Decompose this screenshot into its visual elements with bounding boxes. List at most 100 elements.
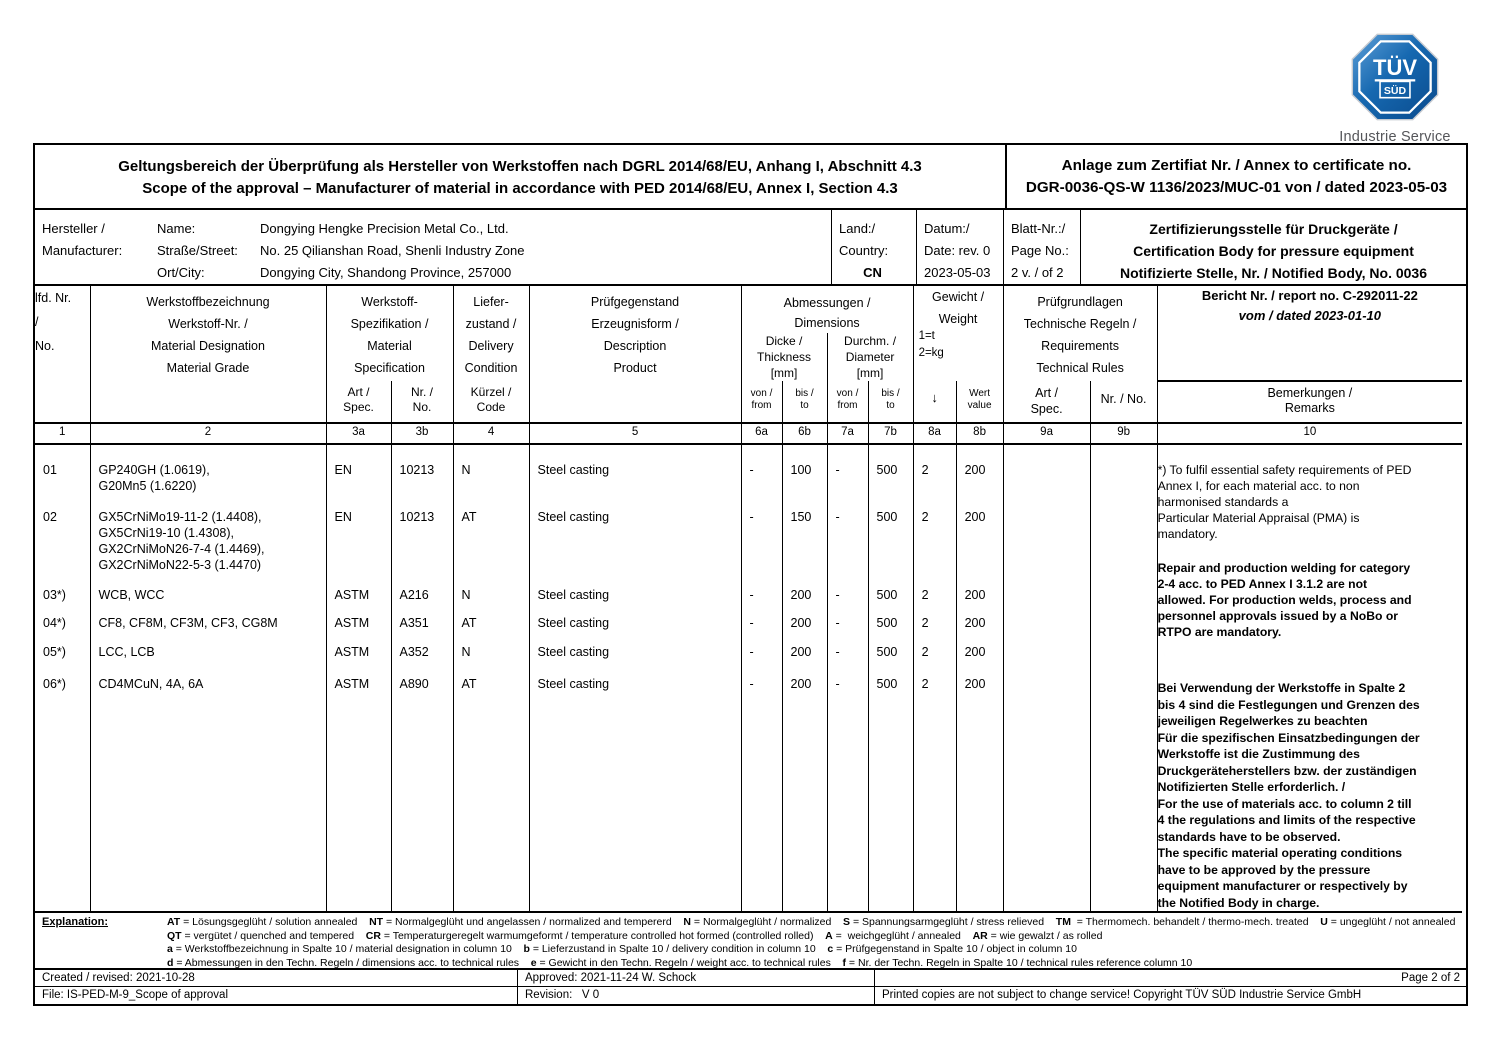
row-product: Steel casting	[537, 616, 610, 630]
row-t-to: 100	[790, 463, 812, 477]
explanation-line-4: d = Abmessungen in den Techn. Regeln / d…	[167, 956, 1193, 969]
row-condition: AT	[461, 510, 477, 524]
row-d-to: 500	[876, 588, 898, 602]
report-date: vom / dated 2023-01-10	[1238, 308, 1382, 323]
header-weight: Gewicht / Weight	[932, 290, 985, 326]
col-weight-unit: 2 2 2 2 2 2	[912, 443, 957, 913]
row-d-from: -	[835, 645, 840, 659]
row-w-unit: 2	[921, 510, 929, 524]
col-product: Steel casting Steel casting Steel castin…	[528, 443, 742, 913]
certification-body-cell: Zertifizierungsstelle für Druckgeräte / …	[1119, 221, 1428, 281]
header-weight-group: Gewicht / Weight 1=t 2=kg	[912, 285, 1004, 382]
tuv-sud-octagon-icon: TÜV SÜD	[1351, 33, 1439, 121]
field-key-street: Straße/Street:	[157, 243, 238, 258]
explanation-section: Explanation: AT = Lösungsgeglüht / solut…	[35, 913, 1466, 970]
header-weight-units: 1=t 2=kg	[918, 330, 944, 359]
column-number-row: 1 2 3a 3b 4 5 6a 6b 7a 7b 8a 8b 9a 9b 10	[34, 422, 1463, 445]
row-materials: GP240GH (1.0619), G20Mn5 (1.6220)	[98, 463, 210, 493]
col-thickness-from: - - - - - -	[740, 443, 783, 913]
date-label: Datum:/ Date: rev. 0	[924, 221, 991, 258]
logo-subtitle: Industrie Service	[1339, 129, 1451, 145]
row-product: Steel casting	[537, 677, 610, 691]
manufacturer-cell: Hersteller / Manufacturer: Name: Straße/…	[35, 210, 832, 284]
title-en: Scope of the approval – Manufacturer of …	[142, 179, 898, 197]
row-spec: ASTM	[334, 616, 370, 630]
row-d-to: 500	[876, 510, 898, 524]
row-t-from: -	[749, 510, 754, 524]
row-spec: EN	[334, 463, 352, 477]
annex-block: Anlage zum Zertifiat Nr. / Annex to cert…	[1007, 145, 1466, 208]
subheader-thickness-from: von / from	[740, 381, 783, 424]
date-value: 2023-05-03	[924, 265, 991, 280]
row-t-to: 200	[790, 645, 812, 659]
certificate-document: Geltungsbereich der Überprüfung als Hers…	[33, 143, 1468, 1006]
subheader-diameter-from: von / from	[826, 381, 869, 424]
row-condition: N	[461, 645, 471, 659]
header-specification-group: Werkstoff- Spezifikation / Material Spec…	[325, 285, 454, 382]
col-num-3a: 3a	[325, 422, 392, 445]
col-num-6b: 6b	[781, 422, 828, 445]
subheader-spec-nr: Nr. / No.	[390, 381, 454, 424]
col-materials: GP240GH (1.0619), G20Mn5 (1.6220) GX5CrN…	[89, 443, 327, 913]
subheader-rules-nr: Nr. / No.	[1089, 381, 1158, 424]
row-w-unit: 2	[921, 463, 929, 477]
row-no: 03*)	[43, 588, 66, 602]
footer-copyright: Printed copies are not subject to change…	[882, 989, 1362, 1001]
col-remarks: *) To fulfil essential safety requiremen…	[1156, 443, 1463, 913]
field-value-street: No. 25 Qilianshan Road, Shenli Industry …	[260, 243, 525, 258]
col-num-9b: 9b	[1089, 422, 1158, 445]
col-num-3b: 3b	[390, 422, 454, 445]
manufacturer-row: Hersteller / Manufacturer: Name: Straße/…	[35, 210, 1466, 286]
row-d-from: -	[835, 588, 840, 602]
explanation-label: Explanation:	[42, 916, 109, 928]
row-no: 06*)	[43, 677, 66, 691]
field-key-name: Name:	[157, 221, 196, 236]
annex-label: Anlage zum Zertifiat Nr. / Annex to cert…	[1061, 157, 1412, 174]
logo-sued-box	[1379, 80, 1411, 99]
row-materials: GX5CrNiMo19-11-2 (1.4408), GX5CrNi19-10 …	[98, 510, 265, 572]
row-w-val: 200	[964, 588, 986, 602]
col-num-7a: 7a	[826, 422, 869, 445]
row-condition: N	[461, 588, 471, 602]
col-num-4: 4	[452, 422, 530, 445]
remarks-paragraph-1: *) To fulfil essential safety requiremen…	[1157, 463, 1412, 541]
row-condition: N	[461, 463, 471, 477]
col-condition: N AT N AT N AT	[452, 443, 530, 913]
field-key-city: Ort/City:	[157, 265, 205, 280]
row-t-from: -	[749, 616, 754, 630]
subheader-weight-value: Wert value	[955, 381, 1004, 424]
col-rules-art-empty	[1002, 443, 1091, 913]
col-num-9a: 9a	[1002, 422, 1091, 445]
subheader-remarks: Bemerkungen / Remarks	[1156, 380, 1463, 424]
row-d-to: 500	[876, 463, 898, 477]
explanation-line-1: AT = Lösungsgeglüht / solution annealed …	[167, 916, 1456, 928]
header-product: Prüfgegenstand Erzeugnisform / Descripti…	[528, 285, 742, 424]
row-materials: CD4MCuN, 4A, 6A	[98, 677, 204, 691]
col-no: 01 02 03*) 04*) 05*) 06*)	[34, 443, 91, 913]
row-specno: 10213	[399, 463, 435, 477]
row-spec: ASTM	[334, 588, 370, 602]
subheader-weight-arrow-icon: ↓	[912, 381, 957, 424]
row-product: Steel casting	[537, 645, 610, 659]
header-designation: Werkstoffbezeichnung Werkstoff-Nr. / Mat…	[89, 285, 327, 424]
header-diameter: Durchm. / Diameter [mm]	[826, 333, 913, 380]
row-no: 05*)	[43, 645, 66, 659]
row-w-unit: 2	[921, 645, 929, 659]
row-condition: AT	[461, 616, 477, 630]
explanation-lines: AT = Lösungsgeglüht / solution annealed …	[167, 913, 1466, 970]
col-spec-art: EN EN ASTM ASTM ASTM ASTM	[325, 443, 392, 913]
col-diameter-from: - - - - - -	[826, 443, 869, 913]
col-num-5: 5	[528, 422, 742, 445]
row-spec: ASTM	[334, 645, 370, 659]
row-t-from: -	[749, 463, 754, 477]
footer-row-1: Created / revised: 2021-10-28 Approved: …	[35, 970, 1466, 987]
date-cell: Datum:/ Date: rev. 0 2023-05-03	[917, 210, 1004, 284]
row-w-val: 200	[964, 463, 986, 477]
subheader-rules-art: Art / Spec.	[1002, 381, 1091, 424]
row-w-unit: 2	[921, 677, 929, 691]
header-rules: Prüfgrundlagen Technische Regeln / Requi…	[1002, 285, 1158, 382]
page-no-label: Blatt-Nr.:/ Page No.:	[1011, 221, 1069, 258]
explanation-line-3: a = Werkstoffbezeichnung in Spalte 10 / …	[167, 943, 1077, 955]
col-diameter-to: 500 500 500 500 500 500	[867, 443, 914, 913]
